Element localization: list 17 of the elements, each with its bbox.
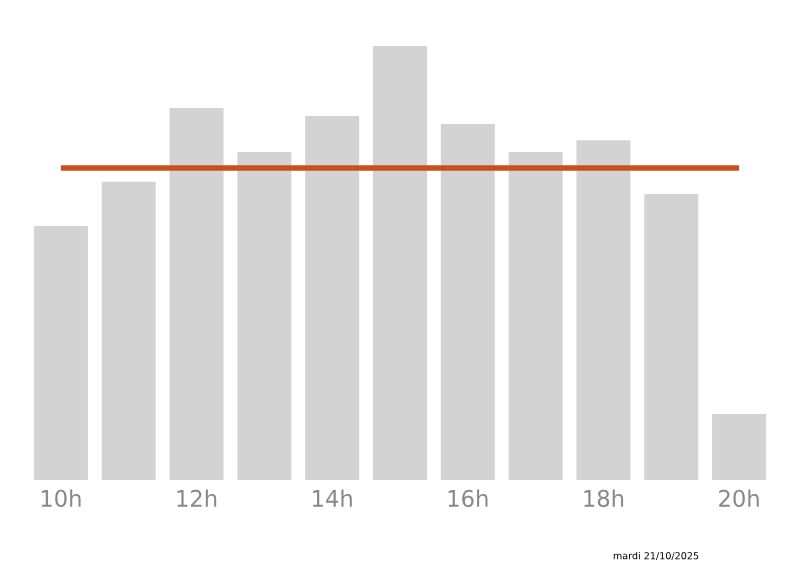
x-tick-label: 10h: [41, 489, 81, 507]
bar: [440, 124, 495, 480]
x-tick-label: 20h: [719, 489, 759, 507]
bar: [508, 151, 563, 480]
bar: [237, 151, 292, 480]
bar: [33, 226, 88, 480]
x-tick-label: 14h: [313, 489, 352, 507]
bar: [644, 193, 699, 480]
bar: [712, 414, 767, 480]
bar: [305, 115, 360, 480]
x-tick-label: 16h: [448, 489, 488, 507]
x-tick-label: 18h: [584, 489, 624, 507]
bar: [169, 108, 224, 480]
bar: [576, 140, 631, 480]
x-tick-label: 12h: [177, 489, 217, 507]
bar: [101, 181, 156, 480]
bar: [372, 46, 427, 480]
